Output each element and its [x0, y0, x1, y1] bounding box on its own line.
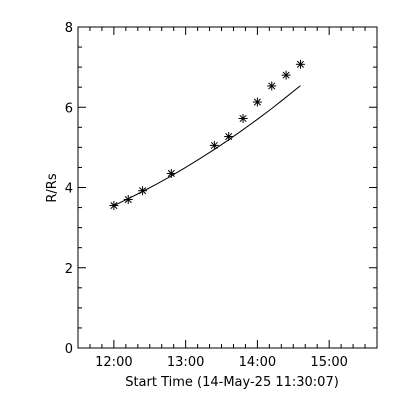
marker-stroke	[124, 196, 132, 204]
marker-stroke	[210, 141, 218, 149]
x-axis-label: Start Time (14-May-25 11:30:07)	[125, 375, 339, 390]
fit-curve-group	[113, 85, 301, 207]
data-points	[109, 59, 305, 211]
marker-stroke	[296, 60, 304, 68]
marker-stroke	[110, 202, 118, 210]
data-point	[123, 195, 133, 205]
x-tick-label: 13:00	[167, 355, 204, 370]
data-point	[166, 168, 176, 178]
x-tick-label: 12:00	[95, 355, 132, 370]
data-point	[295, 59, 305, 69]
y-tick-label: 8	[65, 21, 73, 36]
data-point	[252, 97, 262, 107]
data-point	[209, 140, 219, 150]
marker-stroke	[167, 169, 175, 177]
marker-stroke	[282, 71, 290, 79]
marker-stroke	[268, 82, 276, 90]
x-tick-label: 14:00	[239, 355, 276, 370]
data-point	[238, 113, 248, 123]
marker-stroke	[253, 98, 261, 106]
marker-stroke	[139, 187, 147, 195]
y-tick-label: 6	[65, 101, 73, 116]
data-point	[109, 201, 119, 211]
marker-stroke	[225, 133, 233, 141]
data-point	[224, 132, 234, 142]
y-tick-label: 2	[65, 262, 73, 277]
data-point	[138, 186, 148, 196]
x-tick-label: 15:00	[310, 355, 347, 370]
y-axis-label: R/Rs	[45, 173, 60, 202]
marker-stroke	[239, 114, 247, 123]
data-point	[281, 70, 291, 80]
y-tick-label: 0	[65, 342, 73, 357]
plot-frame	[77, 26, 378, 349]
axes: 0 2 4 6 8 12:00 13:00 14:00 15:00	[65, 21, 378, 370]
fit-curve	[113, 85, 301, 207]
y-tick-label: 4	[65, 182, 73, 197]
data-point	[267, 81, 277, 91]
